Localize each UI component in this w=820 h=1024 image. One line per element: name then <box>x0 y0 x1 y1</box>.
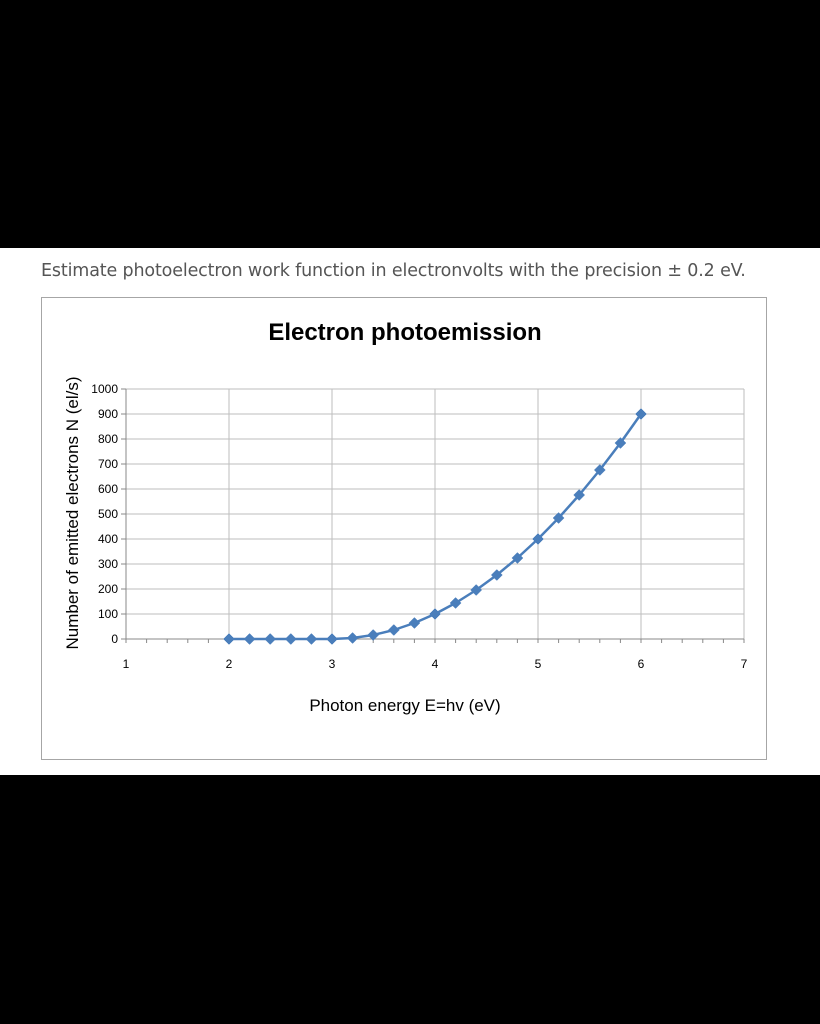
y-tick-label: 800 <box>98 432 118 446</box>
data-point <box>449 597 462 609</box>
y-tick-label: 600 <box>98 482 118 496</box>
data-point <box>511 552 524 564</box>
data-point <box>408 617 421 629</box>
data-point <box>429 608 441 620</box>
data-point <box>635 408 647 420</box>
data-point <box>532 533 544 545</box>
y-tick-label: 500 <box>98 507 118 521</box>
data-point <box>490 569 503 581</box>
data-point <box>264 633 277 645</box>
y-tick-label: 900 <box>98 407 118 421</box>
x-tick-label: 6 <box>638 657 645 671</box>
y-tick-label: 1000 <box>91 382 118 396</box>
label-layer: 0 100 200 300 400 500 600 700 800 900 1000 1 2 3 4 5 6 7 <box>91 382 747 671</box>
x-tick-label: 2 <box>226 657 233 671</box>
y-tick-label: 100 <box>98 607 118 621</box>
x-tick-label: 5 <box>535 657 542 671</box>
data-point <box>573 489 586 501</box>
question-text: Estimate photoelectron work function in … <box>41 261 746 281</box>
y-tick-label: 300 <box>98 557 118 571</box>
y-tick-label: 0 <box>111 632 118 646</box>
data-point <box>614 437 627 449</box>
data-point <box>470 584 483 596</box>
data-point <box>223 633 235 645</box>
data-point <box>243 633 256 645</box>
data-point <box>284 633 297 645</box>
y-axis-label: Number of emitted electrons N (el/s) <box>63 376 82 649</box>
data-point <box>593 464 606 476</box>
x-tick-label: 3 <box>329 657 336 671</box>
x-tick-label: 4 <box>432 657 439 671</box>
y-tick-label: 700 <box>98 457 118 471</box>
x-axis-label: Photon energy E=hv (eV) <box>309 696 500 715</box>
chart-title: Electron photoemission <box>268 319 541 346</box>
data-point <box>367 629 380 641</box>
y-tick-label: 400 <box>98 532 118 546</box>
grid-layer <box>126 388 745 639</box>
axis-layer <box>121 388 745 643</box>
x-tick-label: 1 <box>123 657 130 671</box>
data-point <box>305 633 318 645</box>
data-point <box>326 633 338 645</box>
x-tick-label: 7 <box>741 657 748 671</box>
y-tick-label: 200 <box>98 582 118 596</box>
series-layer <box>223 408 647 645</box>
data-point <box>552 512 565 524</box>
data-point <box>346 632 359 644</box>
data-point <box>387 624 400 636</box>
chart-frame: 0 100 200 300 400 500 600 700 800 900 1000 1 2 3 4 5 6 7 … <box>41 297 767 760</box>
